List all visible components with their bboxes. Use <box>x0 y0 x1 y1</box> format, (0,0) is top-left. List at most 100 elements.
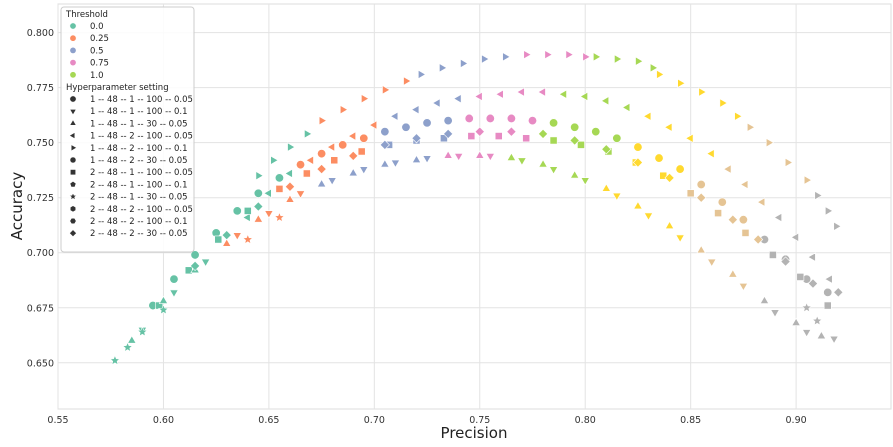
data-point <box>549 118 559 128</box>
data-point <box>200 258 211 267</box>
data-point <box>285 194 295 203</box>
data-point <box>464 113 474 123</box>
legend-color-marker <box>69 46 77 54</box>
data-point <box>506 152 517 161</box>
data-point <box>516 87 525 97</box>
y-tick-label: 0.775 <box>27 83 54 94</box>
x-tick-label: 0.65 <box>258 415 279 426</box>
data-point <box>517 157 527 166</box>
data-point <box>696 179 706 189</box>
legend-style-label: 2 -- 48 -- 1 -- 30 -- 0.05 <box>90 193 188 203</box>
data-point <box>304 129 313 139</box>
data-point <box>495 89 504 99</box>
data-point <box>580 177 590 186</box>
data-point <box>232 206 242 216</box>
data-point <box>807 278 819 289</box>
data-point <box>612 133 622 143</box>
data-point <box>570 122 580 132</box>
data-point <box>823 287 833 297</box>
data-point <box>338 140 348 150</box>
data-point <box>685 133 694 143</box>
data-point <box>537 128 549 139</box>
data-point <box>327 177 337 186</box>
legend-shape-marker <box>69 217 77 225</box>
legend-hue-label: 0.25 <box>90 34 109 44</box>
data-point <box>474 126 485 137</box>
data-point <box>253 188 263 198</box>
data-point <box>649 63 659 73</box>
data-point <box>823 301 832 310</box>
data-point <box>379 139 390 150</box>
legend-hue-label: 0.0 <box>90 22 104 32</box>
data-point <box>382 85 391 95</box>
x-tick-label: 0.55 <box>47 415 68 426</box>
grid-lines <box>57 4 891 409</box>
data-point <box>601 183 612 192</box>
y-tick-label: 0.725 <box>27 193 54 204</box>
data-point <box>443 116 453 126</box>
data-points <box>109 49 844 366</box>
data-point <box>643 212 654 221</box>
y-tick-label: 0.650 <box>27 358 54 369</box>
data-point <box>746 122 756 132</box>
legend-shape-marker <box>69 109 77 116</box>
y-axis-label: Accuracy <box>8 172 26 241</box>
data-point <box>549 136 558 145</box>
legend-shape-marker <box>69 95 77 103</box>
data-point <box>361 93 370 104</box>
data-point <box>621 102 631 113</box>
data-point <box>612 192 622 201</box>
data-point <box>565 49 574 60</box>
data-point <box>347 131 356 141</box>
data-point <box>706 148 715 159</box>
data-point <box>440 134 448 143</box>
legend-style-label: 1 -- 48 -- 1 -- 100 -- 0.1 <box>90 107 188 117</box>
legend-style-title: Hyperparameter setting <box>66 83 169 93</box>
data-point <box>380 127 390 137</box>
data-point <box>544 49 553 60</box>
data-point <box>348 168 358 177</box>
data-point <box>453 153 464 162</box>
data-point <box>253 201 264 212</box>
data-point <box>318 115 328 126</box>
legend-shape-marker <box>68 191 78 201</box>
data-point <box>302 169 311 178</box>
data-point <box>635 56 644 66</box>
data-point <box>769 251 777 259</box>
legend-style-label: 1 -- 48 -- 1 -- 30 -- 0.05 <box>90 119 188 129</box>
legend-style-label: 2 -- 48 -- 2 -- 100 -- 0.05 <box>90 205 193 215</box>
data-point <box>243 207 252 215</box>
x-tick-label: 0.75 <box>469 415 490 426</box>
data-point <box>418 69 427 80</box>
data-point <box>696 245 706 254</box>
data-point <box>109 354 121 366</box>
data-point <box>577 140 585 149</box>
data-point <box>656 69 665 80</box>
data-point <box>600 96 610 106</box>
legend-shape-marker <box>69 205 77 213</box>
legend-hue-label: 0.75 <box>90 59 109 69</box>
data-point <box>801 329 812 338</box>
data-point <box>284 168 293 179</box>
data-point <box>548 166 559 175</box>
legend-shape-marker <box>69 180 77 188</box>
data-point <box>686 189 695 198</box>
legend-style-label: 2 -- 48 -- 2 -- 30 -- 0.05 <box>90 229 188 239</box>
data-point <box>439 63 448 73</box>
data-point <box>738 283 749 292</box>
data-point <box>522 134 531 143</box>
data-point <box>654 153 664 163</box>
data-point <box>242 233 254 245</box>
data-point <box>255 170 264 181</box>
data-point <box>833 287 844 298</box>
data-point <box>790 232 799 243</box>
data-point <box>537 87 546 97</box>
data-point <box>368 120 378 130</box>
data-point <box>339 104 349 115</box>
data-point <box>825 206 834 216</box>
legend-shape-marker <box>69 169 77 176</box>
legend-shape-marker <box>69 119 77 126</box>
data-point <box>698 87 707 97</box>
data-point <box>157 304 169 315</box>
